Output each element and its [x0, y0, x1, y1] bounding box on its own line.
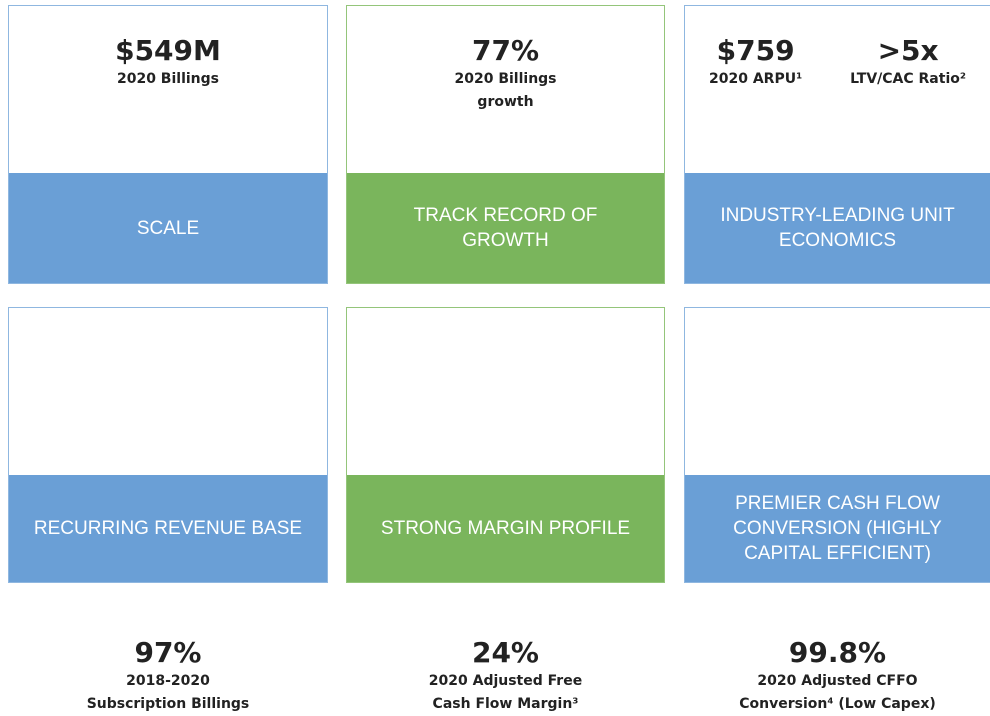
- metric-value: $549M: [115, 34, 221, 67]
- banner-text: CONVERSION (HIGHLY: [733, 518, 942, 539]
- metrics: 24% 2020 Adjusted Free Cash Flow Margin³: [347, 636, 664, 716]
- metric-label: growth: [477, 94, 534, 110]
- metrics: 99.8% 2020 Adjusted CFFO Conversion⁴ (Low …: [685, 636, 990, 716]
- card: $549M 2020 Billings SCALE: [8, 5, 328, 284]
- banner-text: RECURRING REVENUE BASE: [33, 518, 303, 539]
- banner-text: SCALE: [136, 217, 200, 239]
- banner: SCALE: [9, 173, 327, 283]
- metric-label: 2020 ARPU¹: [708, 71, 803, 87]
- metric-value: 97%: [134, 636, 202, 669]
- page: $549M 2020 Billings SCALE 77% 2020 Billings g…: [8, 5, 990, 712]
- banner: PREMIER CASH FLOW CONVERSION (HIGHLY CAPIT…: [685, 475, 990, 582]
- banner: RECURRING REVENUE BASE: [9, 475, 327, 582]
- metrics: 77% 2020 Billings growth: [347, 34, 664, 114]
- banner: STRONG MARGIN PROFILE: [347, 475, 664, 582]
- metric: 77% 2020 Billings growth: [454, 34, 556, 114]
- card: 99.8% 2020 Adjusted CFFO Conversion⁴ (Low …: [684, 307, 990, 712]
- metrics: $759 2020 ARPU¹ >5x LTV/CAC Ratio²: [685, 34, 990, 91]
- metric: $549M 2020 Billings: [115, 34, 221, 91]
- card: 97% 2018-2020 Subscription Billings RECURRI…: [8, 307, 328, 712]
- metric-value: 24%: [471, 636, 539, 669]
- metric-label: 2020 Billings: [116, 71, 219, 87]
- metrics: 97% 2018-2020 Subscription Billings: [9, 636, 327, 716]
- card: 24% 2020 Adjusted Free Cash Flow Margin³ ST…: [346, 307, 665, 712]
- metric-label: 2018-2020: [126, 673, 210, 689]
- metric-label: 2020 Billings: [454, 71, 557, 87]
- metric-value: $759: [716, 34, 795, 67]
- banner-text: CAPITAL EFFICIENT): [744, 543, 931, 564]
- metric-label: 2020 Adjusted Free: [428, 673, 583, 689]
- metric: 97% 2018-2020 Subscription Billings: [87, 636, 250, 716]
- metric-label: Cash Flow Margin³: [432, 696, 579, 712]
- banner: INDUSTRY-LEADING UNIT ECONOMICS: [685, 173, 990, 283]
- metrics: $549M 2020 Billings: [9, 34, 327, 91]
- banner-text: STRONG MARGIN PROFILE: [380, 518, 631, 539]
- metric-label: 2020 Adjusted CFFO: [757, 673, 918, 689]
- metric: 24% 2020 Adjusted Free Cash Flow Margin³: [429, 636, 582, 716]
- metric: 99.8% 2020 Adjusted CFFO Conversion⁴ (Low …: [739, 636, 936, 716]
- metric-value: >5x: [877, 34, 939, 67]
- metric-label: Conversion⁴ (Low Capex): [739, 696, 936, 712]
- banner-text: GROWTH: [462, 230, 549, 251]
- banner-text: INDUSTRY-LEADING UNIT: [720, 205, 955, 226]
- metric: $759 2020 ARPU¹: [709, 34, 802, 91]
- card: 77% 2020 Billings growth TRACK RECORD OF GRO…: [346, 5, 665, 284]
- banner-text: PREMIER CASH FLOW: [735, 493, 940, 514]
- metric: >5x LTV/CAC Ratio²: [850, 34, 966, 91]
- banner-text: TRACK RECORD OF: [413, 205, 598, 226]
- card: $759 2020 ARPU¹ >5x LTV/CAC Ratio² INDUSTRY-…: [684, 5, 990, 284]
- banner-text: ECONOMICS: [778, 230, 897, 251]
- banner: TRACK RECORD OF GROWTH: [347, 173, 664, 283]
- metric-label: LTV/CAC Ratio²: [850, 71, 966, 87]
- metric-value: 77%: [471, 34, 540, 67]
- metric-label: Subscription Billings: [86, 696, 250, 712]
- metric-value: 99.8%: [788, 636, 887, 669]
